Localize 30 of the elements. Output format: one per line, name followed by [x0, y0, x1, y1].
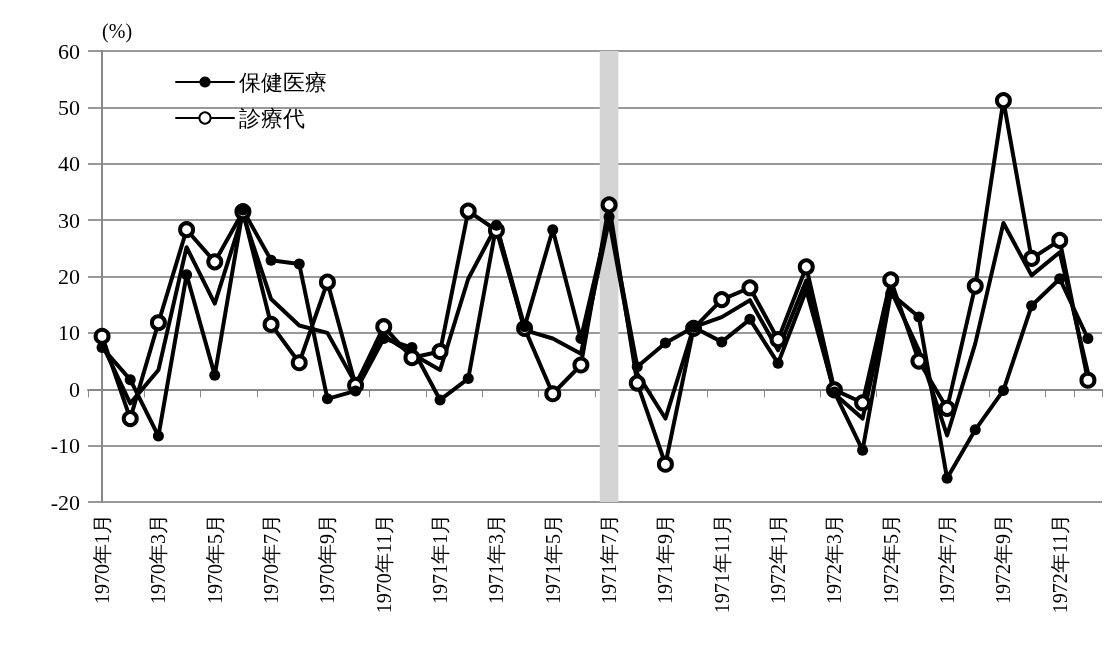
legend-label: 診療代 — [239, 105, 305, 131]
x-tick-label: 1970年11月 — [372, 514, 395, 614]
y-tick-label: 0 — [69, 376, 80, 402]
x-tick-label: 1971年7月 — [598, 514, 621, 604]
legend-label: 保健医療 — [239, 69, 327, 95]
x-tick-label: 1970年3月 — [147, 514, 170, 604]
y-tick-label: 30 — [58, 207, 80, 233]
y-tick-label: 10 — [58, 320, 80, 346]
y-tick-label: 50 — [58, 94, 80, 120]
x-tick-label: 1971年5月 — [541, 514, 564, 604]
y-tick-label: 20 — [58, 264, 80, 289]
x-tick-label: 1971年1月 — [429, 514, 452, 604]
x-tick-label: 1970年1月 — [91, 514, 114, 604]
x-tick-label: 1971年9月 — [654, 514, 677, 604]
y-tick-label: -10 — [50, 433, 80, 459]
x-tick-label: 1970年7月 — [260, 514, 283, 604]
x-tick-label: 1972年7月 — [936, 514, 959, 604]
x-tick-label: 1970年9月 — [316, 514, 339, 604]
y-tick-label: -20 — [50, 489, 80, 515]
y-tick-label: 60 — [58, 38, 80, 64]
x-tick-label: 1972年1月 — [767, 514, 790, 604]
x-tick-label: 1972年9月 — [992, 514, 1015, 604]
x-tick-label: 1972年11月 — [1048, 514, 1071, 614]
y-axis-title: (%) — [102, 20, 133, 43]
y-tick-label: 40 — [58, 151, 80, 177]
x-tick-label: 1972年3月 — [823, 514, 846, 604]
x-tick-label: 1972年5月 — [879, 514, 902, 604]
x-tick-label: 1971年11月 — [710, 514, 733, 614]
x-tick-label: 1970年5月 — [203, 514, 226, 604]
x-tick-label: 1971年3月 — [485, 514, 508, 604]
